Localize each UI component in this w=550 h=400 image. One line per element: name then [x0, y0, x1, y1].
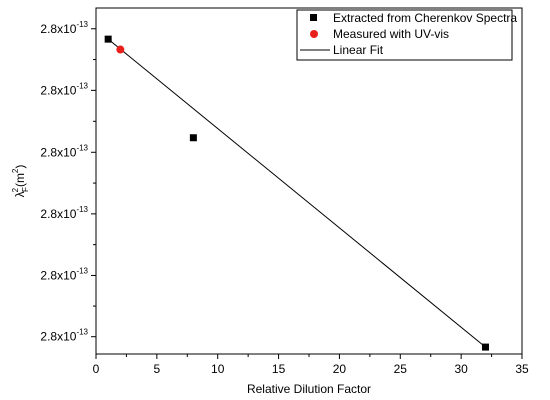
legend-marker-extracted — [310, 14, 317, 21]
svg-text:λ2F(m2): λ2F(m2) — [11, 165, 30, 198]
point-extracted-cherenkov — [104, 35, 112, 43]
point-extracted-cherenkov — [481, 343, 489, 351]
x-axis-label: Relative Dilution Factor — [247, 382, 371, 396]
y-label-sub: F — [21, 187, 30, 192]
y-tick-label: 2.8x10-13 — [40, 328, 88, 344]
legend-box — [296, 9, 513, 61]
legend-label-uvvis: Measured with UV-vis — [333, 27, 449, 41]
point-measured-uvvis — [116, 45, 125, 54]
y-axis-label: λ2F(m2) — [11, 165, 30, 198]
y-label-symbol: λ — [13, 191, 27, 197]
legend-label-extracted: Extracted from Cherenkov Spectra — [333, 11, 517, 25]
y-label-unit: (m — [13, 173, 27, 187]
x-tick-label: 0 — [93, 362, 100, 376]
data-markers — [104, 35, 489, 351]
y-tick-label: 2.8x10-13 — [40, 81, 88, 97]
y-label-unit-close: ) — [13, 165, 27, 169]
legend: Extracted from Cherenkov Spectra Measure… — [296, 9, 517, 61]
y-label-sup: 2 — [11, 187, 20, 192]
x-tick-label: 10 — [211, 362, 225, 376]
linear-fit-line — [107, 38, 486, 348]
point-extracted-cherenkov — [189, 134, 197, 142]
legend-label-fit: Linear Fit — [333, 43, 384, 57]
y-label-unit-sup: 2 — [11, 168, 20, 173]
legend-marker-uvvis — [310, 30, 318, 38]
y-tick-label: 2.8x10-13 — [40, 205, 88, 221]
x-tick-label: 20 — [333, 362, 347, 376]
x-tick-label: 35 — [515, 362, 529, 376]
y-axis-ticks: 2.8x10-13 2.8x10-13 2.8x10-13 2.8x10-13 2.8x… — [40, 20, 96, 344]
x-axis-ticks: 0 5 10 15 20 25 30 35 — [93, 354, 529, 376]
y-tick-label: 2.8x10-13 — [40, 20, 88, 36]
y-tick-label: 2.8x10-13 — [40, 266, 88, 282]
x-tick-label: 30 — [454, 362, 468, 376]
x-tick-label: 25 — [394, 362, 408, 376]
x-tick-label: 15 — [272, 362, 286, 376]
x-tick-label: 5 — [154, 362, 161, 376]
y-tick-label: 2.8x10-13 — [40, 143, 88, 159]
fit-line-layer — [107, 38, 486, 348]
